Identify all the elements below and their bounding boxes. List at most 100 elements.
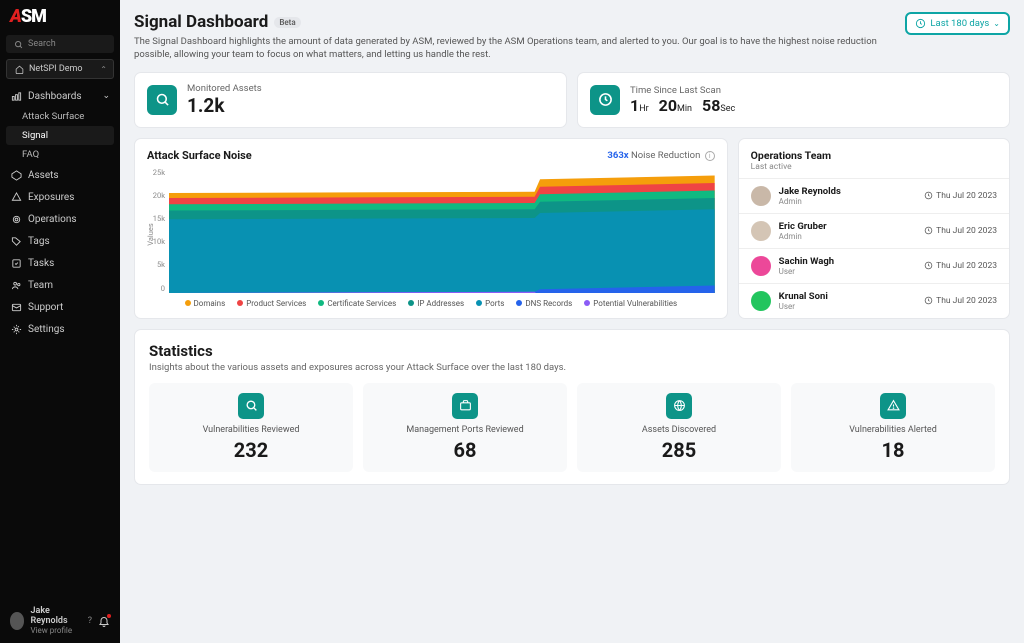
page-desc: The Signal Dashboard highlights the amou… <box>134 35 895 62</box>
chart-title: Attack Surface Noise <box>147 149 252 162</box>
y-tick: 15k <box>147 214 165 223</box>
gear-icon <box>10 323 22 335</box>
home-icon <box>13 63 25 75</box>
chart-card: Attack Surface Noise 363x Noise Reductio… <box>134 138 728 319</box>
exposures-icon <box>10 191 22 203</box>
operations-card: Operations Team Last active Jake Reynold… <box>738 138 1010 319</box>
legend-dot <box>516 300 522 306</box>
org-select[interactable]: NetSPI Demo <box>6 59 114 79</box>
nav-support[interactable]: Support <box>0 296 120 318</box>
legend-dot <box>185 300 191 306</box>
nav-operations[interactable]: Operations <box>0 208 120 230</box>
stat-value: 18 <box>801 438 985 462</box>
nav-dashboards-label: Dashboards <box>28 91 82 102</box>
nav-team[interactable]: Team <box>0 274 120 296</box>
nav-operations-label: Operations <box>28 214 77 225</box>
legend-dot <box>408 300 414 306</box>
page-header: Signal Dashboard Beta The Signal Dashboa… <box>134 12 1010 62</box>
legend-item: Ports <box>476 299 504 308</box>
ops-member-name: Sachin Wagh <box>779 256 834 267</box>
ops-member-role: User <box>779 302 828 311</box>
chevron-down-icon: ⌄ <box>993 19 1000 28</box>
main: Signal Dashboard Beta The Signal Dashboa… <box>120 0 1024 643</box>
assets-icon <box>10 169 22 181</box>
last-scan-card: Time Since Last Scan 1Hr 20Min 58Sec <box>577 72 1010 128</box>
nav-team-label: Team <box>28 280 53 291</box>
nav-signal[interactable]: Signal <box>6 126 114 145</box>
chart-area: Values 25k20k15k10k5k0 <box>147 168 715 293</box>
search-input[interactable]: Search <box>6 35 114 53</box>
legend-item: Certificate Services <box>318 299 396 308</box>
search-icon <box>12 38 24 50</box>
date-filter[interactable]: Last 180 days ⌄ <box>905 12 1010 35</box>
ops-item[interactable]: Sachin Wagh User Thu Jul 20 2023 <box>739 248 1009 283</box>
legend-item: IP Addresses <box>408 299 464 308</box>
avatar <box>751 291 771 311</box>
info-icon[interactable]: i <box>705 151 715 161</box>
nav-tasks-label: Tasks <box>28 258 54 269</box>
org-select-value: NetSPI Demo <box>29 64 83 74</box>
legend-label: Product Services <box>246 299 306 308</box>
clock-icon <box>924 261 933 270</box>
logo-a: A <box>10 6 21 27</box>
clock-icon <box>590 85 620 115</box>
y-tick: 0 <box>147 284 165 293</box>
stat-label: Assets Discovered <box>587 425 771 435</box>
monitored-assets-card: Monitored Assets 1.2k <box>134 72 567 128</box>
monitored-value: 1.2k <box>187 94 262 117</box>
legend-label: DNS Records <box>525 299 572 308</box>
stats-title: Statistics <box>149 342 995 360</box>
ops-member-time: Thu Jul 20 2023 <box>924 261 997 271</box>
stats-section: Statistics Insights about the various as… <box>134 329 1010 485</box>
nav-faq[interactable]: FAQ <box>0 145 120 164</box>
nav-tags[interactable]: Tags <box>0 230 120 252</box>
stat-label: Management Ports Reviewed <box>373 425 557 435</box>
chevron-down-icon: ⌄ <box>102 91 110 101</box>
notifications-icon[interactable] <box>98 615 110 627</box>
briefcase-icon <box>452 393 478 419</box>
ops-item[interactable]: Eric Gruber Admin Thu Jul 20 2023 <box>739 213 1009 248</box>
y-tick: 20k <box>147 191 165 200</box>
ops-member-role: User <box>779 267 834 276</box>
ops-item[interactable]: Krunal Soni User Thu Jul 20 2023 <box>739 283 1009 318</box>
last-scan-label: Time Since Last Scan <box>630 85 741 96</box>
legend-dot <box>584 300 590 306</box>
alert-icon <box>880 393 906 419</box>
ops-member-time: Thu Jul 20 2023 <box>924 191 997 201</box>
y-tick: 5k <box>147 260 165 269</box>
support-icon <box>10 301 22 313</box>
ops-member-time: Thu Jul 20 2023 <box>924 296 997 306</box>
profile-sub: View profile <box>30 626 77 635</box>
stat-value: 232 <box>159 438 343 462</box>
nav-dashboards[interactable]: Dashboards ⌄ <box>0 85 120 107</box>
profile-footer[interactable]: Jake Reynolds View profile ? <box>0 598 120 643</box>
help-icon[interactable]: ? <box>88 616 92 626</box>
legend-label: Ports <box>485 299 504 308</box>
nav-attack-surface[interactable]: Attack Surface <box>0 107 120 126</box>
search-icon <box>238 393 264 419</box>
ops-member-name: Eric Gruber <box>779 221 827 232</box>
clock-icon <box>915 18 926 29</box>
beta-badge: Beta <box>274 17 300 28</box>
globe-icon <box>666 393 692 419</box>
logo: ASM <box>0 0 120 33</box>
operations-icon <box>10 213 22 225</box>
ops-item[interactable]: Jake Reynolds Admin Thu Jul 20 2023 <box>739 178 1009 213</box>
stats-grid: Vulnerabilities Reviewed 232 Management … <box>149 383 995 472</box>
nav-assets[interactable]: Assets <box>0 164 120 186</box>
stat-value: 68 <box>373 438 557 462</box>
nav-settings[interactable]: Settings <box>0 318 120 340</box>
clock-icon <box>924 226 933 235</box>
nav-tasks[interactable]: Tasks <box>0 252 120 274</box>
y-axis-label: Values <box>146 223 155 246</box>
nav: Dashboards ⌄ Attack Surface Signal FAQ A… <box>0 85 120 598</box>
search-placeholder: Search <box>28 39 56 49</box>
avatar <box>751 256 771 276</box>
nav-support-label: Support <box>28 302 63 313</box>
ops-member-role: Admin <box>779 232 827 241</box>
nav-exposures[interactable]: Exposures <box>0 186 120 208</box>
chart-legend: DomainsProduct ServicesCertificate Servi… <box>147 299 715 308</box>
legend-label: Certificate Services <box>327 299 396 308</box>
ops-title: Operations Team <box>751 149 997 162</box>
legend-dot <box>318 300 324 306</box>
